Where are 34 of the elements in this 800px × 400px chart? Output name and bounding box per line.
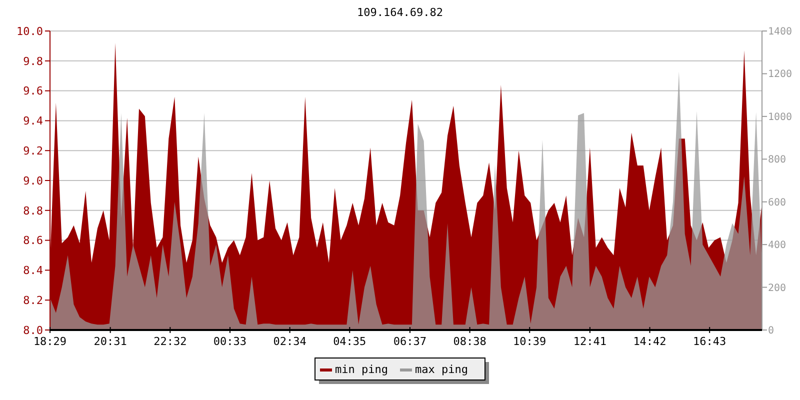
y2-tick-label: 800 bbox=[768, 154, 786, 166]
x-tick-label: 14:42 bbox=[633, 335, 666, 348]
x-tick-label: 06:37 bbox=[393, 335, 427, 348]
chart-title: 109.164.69.82 bbox=[356, 6, 444, 19]
y-tick-label: 9.0 bbox=[23, 174, 43, 188]
x-tick-label: 10:39 bbox=[513, 335, 546, 348]
x-tick-label: 02:34 bbox=[273, 335, 307, 348]
x-tick-label: 00:33 bbox=[213, 335, 247, 348]
x-tick-label: 04:35 bbox=[333, 335, 366, 348]
y-tick-label: 8.6 bbox=[23, 234, 43, 248]
y-tick-label: 8.8 bbox=[23, 204, 43, 218]
legend-label: max ping bbox=[415, 363, 468, 376]
y-tick-label: 10.0 bbox=[16, 24, 43, 38]
y2-tick-label: 0 bbox=[768, 326, 774, 336]
y-tick-label: 8.2 bbox=[23, 294, 43, 307]
y-tick-label: 8.0 bbox=[23, 324, 43, 337]
y-tick-label: 9.6 bbox=[23, 84, 43, 98]
y2-tick-label: 1400 bbox=[768, 26, 792, 38]
y-tick-label: 9.8 bbox=[23, 54, 43, 68]
x-tick-label: 20:31 bbox=[94, 335, 127, 348]
y2-tick-label: 600 bbox=[768, 197, 786, 208]
x-tick-label: 22:32 bbox=[154, 335, 187, 348]
y-tick-label: 9.2 bbox=[23, 144, 43, 158]
y2-tick-label: 1000 bbox=[768, 112, 792, 123]
y2-tick-label: 1200 bbox=[768, 69, 792, 80]
x-tick-label: 18:29 bbox=[33, 335, 67, 348]
x-tick-label: 16:43 bbox=[693, 335, 726, 348]
y2-tick-label: 200 bbox=[768, 282, 786, 294]
y2-tick-label: 400 bbox=[768, 240, 786, 252]
y-tick-label: 8.4 bbox=[23, 264, 44, 278]
x-tick-label: 08:38 bbox=[453, 335, 486, 348]
y-tick-label: 9.4 bbox=[23, 114, 44, 128]
x-tick-label: 12:41 bbox=[573, 335, 606, 348]
legend-label: min ping bbox=[335, 363, 388, 376]
